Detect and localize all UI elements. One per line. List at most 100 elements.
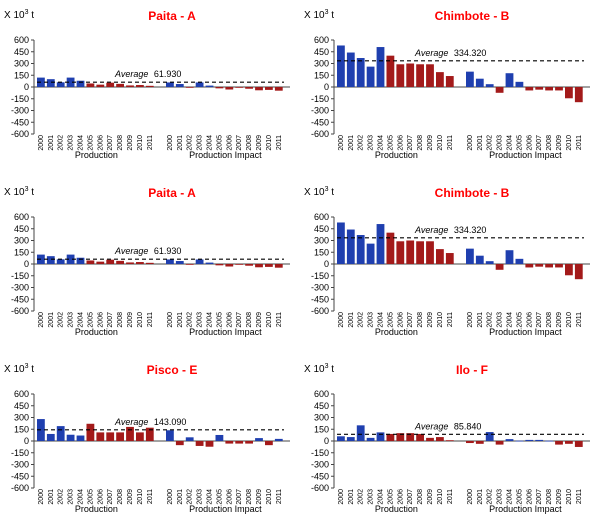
y-tick-label: 600 [314,212,329,222]
y-tick-label: 0 [324,82,329,92]
production-bar-2004 [376,224,385,264]
y-tick-label: -150 [311,94,329,104]
production-year-label: 2003 [368,135,375,151]
impact-bar-2003 [495,441,504,445]
impact-year-label: 2000 [167,312,174,328]
impact-bar-2003 [195,441,204,446]
production-bar-2009 [426,241,434,264]
impact-bar-2005 [515,258,524,264]
average-label: Average 334.320 [414,48,486,58]
impact-bar-2011 [574,441,583,447]
impact-bar-2001 [175,84,184,87]
impact-bar-2010 [265,441,273,446]
impact-year-label: 2005 [216,312,223,328]
y-tick-label: 0 [24,259,29,269]
impact-bar-2001 [475,441,484,444]
production-bar-2007 [106,82,115,87]
production-bar-2009 [426,64,434,87]
y-tick-label: -150 [311,271,329,281]
production-year-label: 2008 [117,312,124,328]
y-tick-label: 0 [24,82,29,92]
production-year-label: 2011 [147,135,154,150]
y-tick-label: -600 [311,306,329,316]
production-bar-2009 [126,85,134,87]
impact-year-label: 2007 [536,312,543,328]
impact-year-label: 2001 [177,489,184,505]
production-bar-2002 [356,58,365,87]
group-label-production-impact: Production Impact [189,504,262,514]
production-year-label: 2003 [368,489,375,505]
production-year-label: 2009 [127,135,134,151]
production-year-label: 2004 [78,135,85,151]
impact-year-label: 2003 [497,489,504,505]
production-year-label: 2003 [368,312,375,328]
average-label-word: Average [414,225,451,235]
y-tick-label: -450 [311,294,329,304]
impact-bar-2010 [565,441,573,444]
production-bar-2005 [386,55,395,87]
impact-year-label: 2009 [256,312,263,328]
y-tick-label: -300 [311,283,329,293]
production-year-label: 2008 [417,135,424,151]
y-tick-label: -600 [311,129,329,139]
production-year-label: 2009 [427,135,434,151]
y-tick-label: -150 [311,448,329,458]
y-unit-suffix: t [328,364,334,375]
production-bar-2005 [86,83,95,87]
production-year-label: 2002 [58,135,65,151]
production-bar-2008 [116,432,124,441]
chart-panel-ilo-f: Ilo - F X 103 t 600 450 300 150 0 -150 -300 -450 -… [300,354,600,531]
average-label-value: 143.090 [154,417,187,427]
group-label-production-impact: Production Impact [489,504,562,514]
impact-year-label: 2010 [266,312,273,328]
impact-bar-2009 [255,438,263,441]
production-year-label: 2000 [338,312,345,328]
production-year-label: 2004 [378,135,385,151]
y-tick-label: 150 [314,424,329,434]
impact-bar-2003 [495,264,504,270]
y-tick-label: 150 [14,424,29,434]
production-bar-2010 [436,437,444,441]
y-tick-label: -300 [11,106,29,116]
production-year-label: 2001 [48,312,55,328]
impact-year-label: 2008 [546,489,553,505]
impact-bar-2008 [545,440,553,442]
y-tick-label: 300 [14,236,29,246]
y-unit-suffix: t [28,364,34,375]
production-year-label: 2011 [447,489,454,504]
y-unit-label: X 103 t [4,9,34,21]
impact-year-label: 2011 [276,312,283,327]
y-unit-exponent: 3 [325,363,329,370]
average-label: Average 61.930 [114,69,181,79]
production-bar-2006 [96,261,105,264]
y-tick-label: 0 [324,436,329,446]
impact-bar-2005 [515,440,524,442]
production-year-label: 2000 [38,489,45,505]
y-unit-base: X 10 [304,187,325,198]
production-year-label: 2007 [407,489,414,505]
y-unit-label: X 103 t [304,9,334,21]
impact-bar-2005 [215,264,224,266]
impact-year-label: 2010 [566,312,573,328]
average-label-value: 61.930 [154,246,182,256]
impact-year-label: 2006 [226,312,233,328]
y-tick-label: -450 [11,117,29,127]
production-year-label: 2007 [107,489,114,505]
production-bar-2001 [346,229,355,264]
production-bar-2010 [136,262,144,264]
production-year-label: 2009 [127,489,134,505]
y-tick-label: -150 [11,271,29,281]
impact-year-label: 2006 [526,135,533,151]
production-bar-2011 [145,85,154,87]
group-label-production: Production [375,150,418,160]
y-tick-label: 450 [314,47,329,57]
y-tick-label: 150 [14,247,29,257]
impact-year-label: 2004 [507,135,514,151]
y-tick-label: 150 [14,70,29,80]
y-tick-label: 600 [14,389,29,399]
impact-year-label: 2008 [246,312,253,328]
impact-year-label: 2008 [246,489,253,505]
chart-title: Pisco - E [147,363,198,377]
impact-year-label: 2008 [546,312,553,328]
